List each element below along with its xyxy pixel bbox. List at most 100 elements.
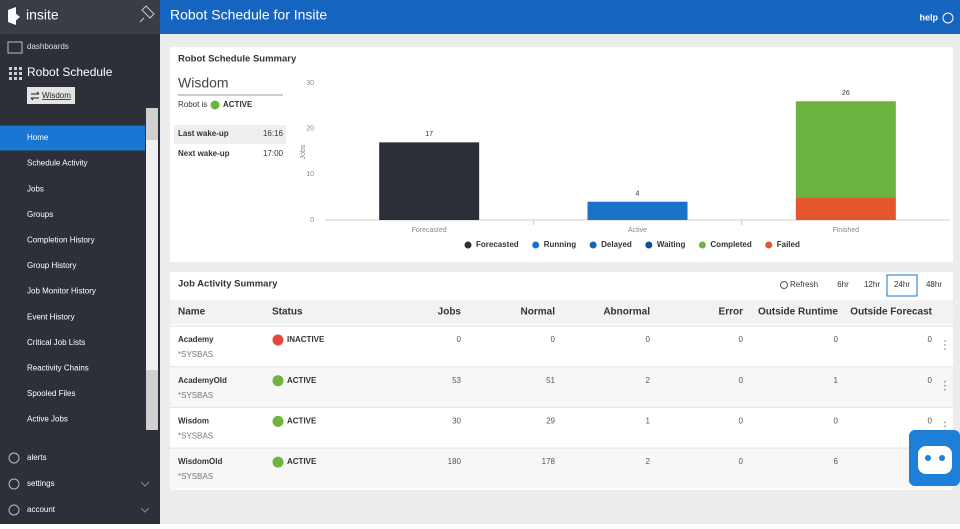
menu-item[interactable]: Job Monitor History [27,287,96,296]
menu-item[interactable]: Groups [27,210,53,219]
range-button[interactable]: 12hr [864,280,880,289]
job-count: 30 [452,417,461,426]
system-switch[interactable] [27,87,75,104]
help-icon[interactable] [942,12,954,24]
range-selected[interactable] [886,274,918,297]
x-tick-label: Forecasted [412,227,447,234]
range-button[interactable]: 24hr [894,280,910,289]
menu-highlight[interactable] [0,125,145,151]
chevron[interactable] [140,481,150,487]
kebab-dot[interactable] [944,421,946,424]
legend-label[interactable]: Failed [777,240,800,249]
wake-label: Next wake-up [178,149,230,158]
refresh-button[interactable]: Refresh [790,280,818,289]
range-button[interactable]: 6hr [837,280,849,289]
job-count: 1 [834,376,839,385]
job-library: *SYSBAS [178,391,213,400]
legend-swatch[interactable] [765,241,773,249]
legend-swatch[interactable] [698,241,706,249]
y-tick-label: 30 [306,80,314,87]
chevron[interactable] [140,507,150,513]
kebab-dot[interactable] [944,340,946,342]
bottom-nav-item[interactable]: account [27,505,56,514]
menu-item[interactable]: Home [27,133,49,142]
job-name[interactable]: Academy [178,335,214,344]
bot-face[interactable] [918,446,952,474]
job-count: 0 [739,417,744,426]
refresh-icon[interactable] [780,281,788,289]
y-tick-label: 10 [306,171,314,178]
panel-title: Robot Schedule Summary [178,54,297,65]
bar-total-label: 17 [425,131,433,138]
section-icon-dot [19,77,22,80]
menu-item[interactable]: Critical Job Lists [27,338,85,347]
job-name[interactable]: AcademyOld [178,376,227,385]
legend-label[interactable]: Running [544,240,577,249]
job-name[interactable]: Wisdom [178,417,209,426]
kebab-dot[interactable] [944,388,946,391]
legend-swatch[interactable] [589,241,597,249]
section-icon-dot [9,72,12,75]
job-count: 0 [739,376,744,385]
kebab-dot[interactable] [944,380,946,383]
job-count: 6 [834,457,839,466]
y-tick-label: 20 [306,126,314,133]
help-link[interactable]: help [919,12,938,22]
bar-segment [379,142,480,220]
status-icon [272,334,284,346]
wake-time: 16:16 [263,129,284,138]
status-icon [272,375,284,387]
bottom-icon [8,478,20,490]
menu-item[interactable]: Reactivity Chains [27,364,89,373]
legend-label[interactable]: Completed [710,240,751,249]
pin-icon[interactable] [139,5,155,23]
job-library: *SYSBAS [178,432,213,441]
legend-swatch[interactable] [532,241,540,249]
column-header: Outside Runtime [758,307,838,318]
menu-item[interactable]: Active Jobs [27,415,68,424]
menu-item[interactable]: Event History [27,312,75,321]
section-icon-dot [9,67,12,70]
robot-status: ACTIVE [223,100,253,109]
kebab-dot[interactable] [944,348,946,350]
kebab-dot[interactable] [944,344,946,346]
bot-widget[interactable] [909,430,960,486]
scroll-thumb[interactable] [146,140,158,370]
menu-item[interactable]: Group History [27,261,76,270]
legend-label[interactable]: Forecasted [476,240,519,249]
menu-item[interactable]: Completion History [27,236,95,245]
bot-eye [939,455,945,461]
menu-item[interactable]: Schedule Activity [27,159,87,168]
menu-item[interactable]: Spooled Files [27,389,75,398]
legend-label[interactable]: Waiting [657,240,686,249]
range-button[interactable]: 48hr [926,280,942,289]
job-name[interactable]: WisdomOld [178,457,222,466]
bar-total-label: 26 [842,90,850,97]
job-status: ACTIVE [287,376,317,385]
menu-item[interactable]: Jobs [27,184,44,193]
legend-label[interactable]: Delayed [601,240,632,249]
column-header: Name [178,307,206,318]
legend-swatch[interactable] [464,241,472,249]
section-icon-dot [19,67,22,70]
row-bg [170,448,953,490]
table-header-bg [170,300,953,324]
job-count: 178 [542,457,556,466]
header-bar [160,0,960,34]
page-title: Robot Schedule for Insite [170,7,327,23]
system-switch-label[interactable]: Wisdom [42,91,71,100]
bottom-nav-item[interactable]: settings [27,479,55,488]
kebab-dot[interactable] [944,384,946,387]
nav-dashboards[interactable]: dashboards [27,42,69,51]
column-header: Outside Forecast [850,307,932,318]
bottom-nav-item[interactable]: alerts [27,453,47,462]
job-count: 0 [739,457,744,466]
system-name: Wisdom [178,75,229,91]
kebab-dot[interactable] [944,425,946,428]
nav-section[interactable]: Robot Schedule [27,65,113,79]
section-icon-dot [19,72,22,75]
bar-segment [795,197,896,220]
legend-swatch[interactable] [645,241,653,249]
sidebar [0,0,160,524]
